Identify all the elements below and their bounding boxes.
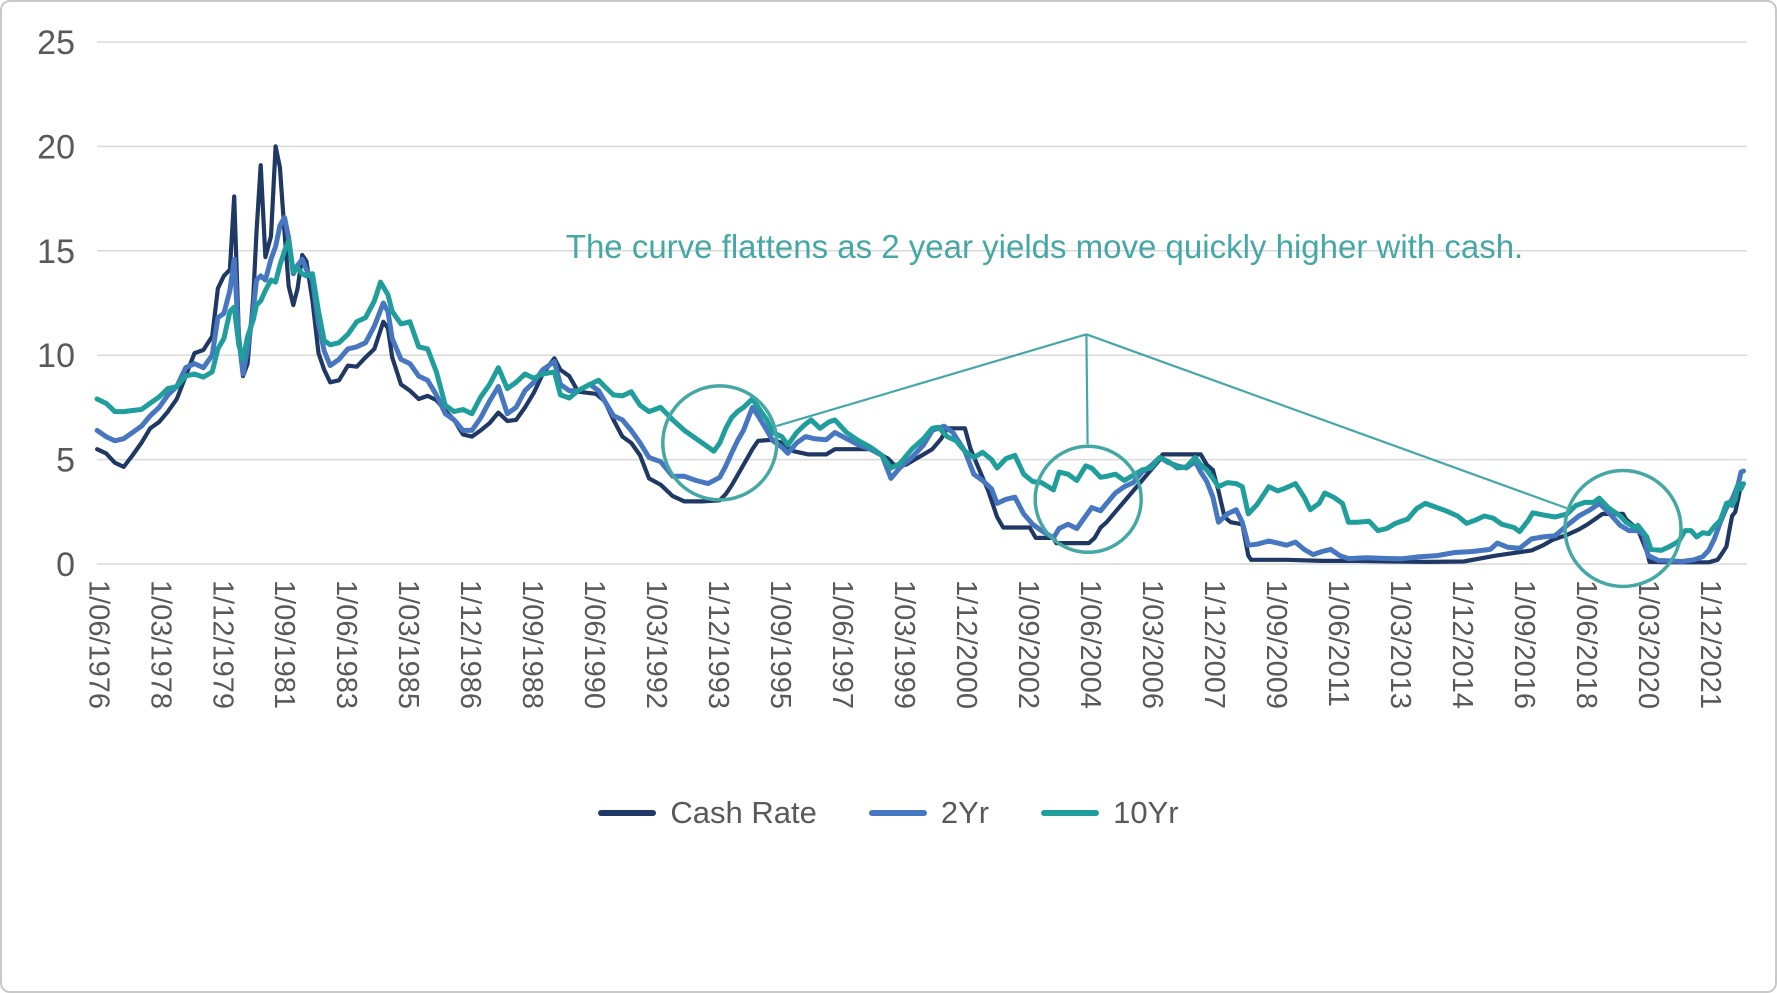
svg-text:1/12/1986: 1/12/1986 [454, 580, 486, 709]
svg-text:1/03/2006: 1/03/2006 [1136, 580, 1168, 709]
svg-text:1/06/2018: 1/06/2018 [1570, 580, 1602, 709]
chart-legend: Cash Rate 2Yr 10Yr [2, 795, 1775, 831]
cash-rate-line [94, 144, 1746, 565]
y-axis-labels: 0 5 10 15 20 25 [37, 24, 75, 584]
svg-text:1/09/2009: 1/09/2009 [1260, 580, 1292, 709]
svg-text:1/03/1999: 1/03/1999 [888, 580, 920, 709]
svg-text:1/06/1983: 1/06/1983 [330, 580, 362, 709]
legend-item-ten-yr: 10Yr [1041, 795, 1179, 831]
svg-text:1/03/2013: 1/03/2013 [1384, 580, 1416, 709]
svg-text:1/06/1990: 1/06/1990 [578, 580, 610, 709]
svg-text:15: 15 [37, 233, 75, 271]
legend-item-cash-rate: Cash Rate [598, 795, 817, 831]
svg-text:1/09/2016: 1/09/2016 [1508, 580, 1540, 709]
svg-text:1/12/2000: 1/12/2000 [950, 580, 982, 709]
gridlines [97, 41, 1747, 565]
two-yr-line [94, 214, 1746, 564]
svg-text:20: 20 [37, 128, 75, 166]
svg-text:1/06/2004: 1/06/2004 [1074, 580, 1106, 709]
svg-text:1/12/1993: 1/12/1993 [702, 580, 734, 709]
annotation-circle [1033, 444, 1143, 555]
annotation-graphics [661, 333, 1683, 589]
annotation-connector [1085, 334, 1089, 445]
legend-item-two-yr: 2Yr [868, 795, 990, 831]
svg-text:1/09/1981: 1/09/1981 [268, 580, 300, 709]
svg-text:1/12/2007: 1/12/2007 [1198, 580, 1230, 709]
ten-yr-swatch [1041, 810, 1100, 816]
svg-text:1/09/1995: 1/09/1995 [764, 580, 796, 709]
svg-text:10: 10 [37, 337, 75, 375]
svg-text:5: 5 [56, 442, 75, 480]
two-yr-swatch [868, 810, 927, 816]
chart-annotation: The curve flattens as 2 year yields move… [565, 228, 1524, 265]
svg-text:1/03/1992: 1/03/1992 [640, 580, 672, 709]
svg-text:1/12/1979: 1/12/1979 [206, 580, 238, 709]
svg-text:1/06/2011: 1/06/2011 [1322, 580, 1354, 707]
svg-text:1/03/1985: 1/03/1985 [392, 580, 424, 709]
svg-text:25: 25 [37, 24, 75, 62]
svg-text:1/09/1988: 1/09/1988 [516, 580, 548, 709]
two-yr-label: 2Yr [940, 795, 990, 830]
ten-yr-line [94, 237, 1746, 553]
cash-rate-label: Cash Rate [670, 795, 817, 830]
svg-text:1/06/1997: 1/06/1997 [826, 580, 858, 709]
svg-text:1/06/1976: 1/06/1976 [82, 580, 114, 709]
svg-text:1/09/2002: 1/09/2002 [1012, 580, 1044, 709]
x-axis-labels: 1/06/1976 1/03/1978 1/12/1979 1/09/1981 1/06… [82, 580, 1726, 709]
svg-text:1/12/2014: 1/12/2014 [1446, 580, 1478, 709]
svg-text:0: 0 [56, 546, 75, 584]
svg-text:1/03/2020: 1/03/2020 [1632, 580, 1664, 709]
svg-text:1/03/1978: 1/03/1978 [144, 580, 176, 709]
annotation-connector [1086, 333, 1567, 510]
svg-text:1/12/2021: 1/12/2021 [1694, 580, 1726, 709]
annotation-connector [776, 333, 1087, 428]
cash-rate-swatch [598, 810, 657, 816]
annotation-circle [1563, 468, 1683, 589]
ten-yr-label: 10Yr [1113, 795, 1179, 830]
annotation-circle [661, 384, 779, 502]
